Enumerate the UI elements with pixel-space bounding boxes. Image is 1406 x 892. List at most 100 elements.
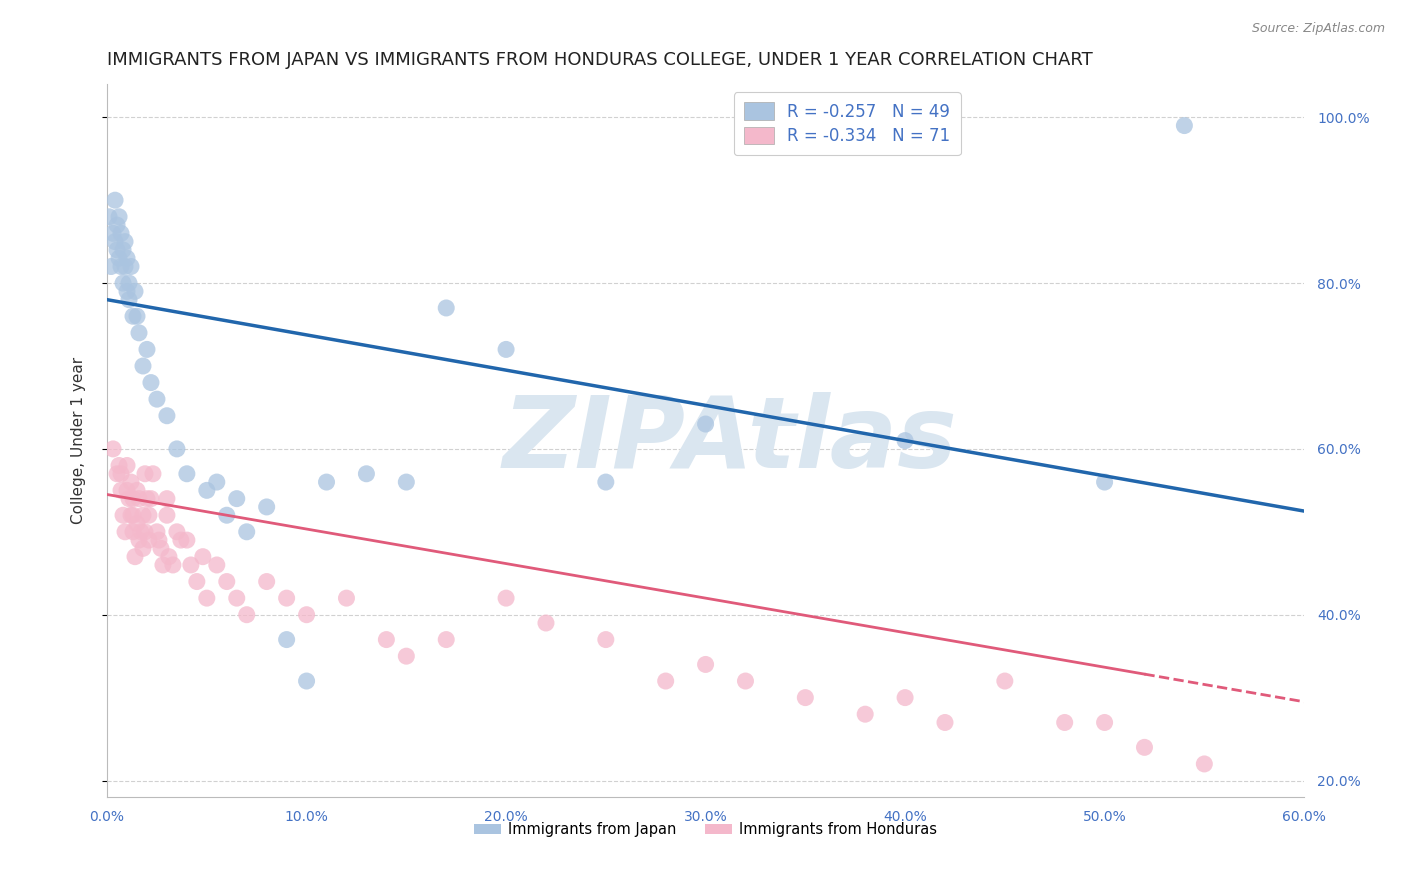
Point [205, 558, 228, 572]
Point [110, 483, 132, 498]
Point [695, 657, 717, 672]
Point [115, 285, 138, 299]
Point [734, 673, 756, 688]
Point [139, 376, 162, 390]
Point [120, 508, 142, 523]
Legend: Immigrants from Japan, Immigrants from Honduras: Immigrants from Japan, Immigrants from H… [468, 816, 943, 843]
Point [122, 524, 145, 539]
Point [434, 632, 457, 647]
Y-axis label: College, Under 1 year: College, Under 1 year [72, 357, 86, 524]
Point [156, 508, 179, 523]
Point [148, 533, 170, 547]
Point [495, 343, 517, 357]
Point [156, 409, 179, 423]
Point [853, 707, 876, 722]
Point [108, 210, 131, 224]
Point [104, 193, 127, 207]
Point [105, 243, 128, 257]
Point [118, 276, 141, 290]
Point [195, 483, 218, 498]
Point [1094, 715, 1116, 730]
Point [180, 558, 202, 572]
Point [125, 310, 148, 324]
Point [134, 524, 156, 539]
Point [595, 475, 617, 489]
Point [186, 574, 208, 589]
Text: Source: ZipAtlas.com: Source: ZipAtlas.com [1251, 22, 1385, 36]
Point [225, 591, 247, 606]
Point [132, 541, 155, 556]
Point [1173, 119, 1195, 133]
Point [149, 541, 172, 556]
Point [205, 475, 228, 489]
Point [176, 467, 198, 481]
Point [122, 508, 145, 523]
Point [110, 227, 132, 241]
Point [170, 533, 193, 547]
Point [115, 251, 138, 265]
Point [356, 467, 378, 481]
Point [128, 326, 150, 340]
Point [98, 210, 121, 224]
Text: ZIPAtlas: ZIPAtlas [502, 392, 957, 489]
Point [176, 533, 198, 547]
Point [146, 392, 169, 406]
Point [112, 243, 135, 257]
Point [120, 475, 142, 489]
Point [138, 508, 160, 523]
Point [934, 715, 956, 730]
Point [1133, 740, 1156, 755]
Point [108, 458, 131, 473]
Point [1194, 756, 1216, 771]
Point [654, 673, 676, 688]
Point [101, 442, 124, 456]
Point [157, 549, 180, 564]
Point [128, 533, 150, 547]
Text: IMMIGRANTS FROM JAPAN VS IMMIGRANTS FROM HONDURAS COLLEGE, UNDER 1 YEAR CORRELAT: IMMIGRANTS FROM JAPAN VS IMMIGRANTS FROM… [107, 51, 1092, 69]
Point [146, 524, 169, 539]
Point [115, 458, 138, 473]
Point [118, 293, 141, 307]
Point [132, 508, 155, 523]
Point [894, 434, 917, 448]
Point [276, 632, 298, 647]
Point [124, 549, 146, 564]
Point [162, 558, 184, 572]
Point [114, 524, 136, 539]
Point [276, 591, 298, 606]
Point [110, 260, 132, 274]
Point [101, 227, 124, 241]
Point [110, 467, 132, 481]
Point [134, 467, 156, 481]
Point [1053, 715, 1076, 730]
Point [794, 690, 817, 705]
Point [112, 508, 135, 523]
Point [125, 516, 148, 531]
Point [129, 524, 152, 539]
Point [142, 467, 165, 481]
Point [132, 359, 155, 373]
Point [105, 218, 128, 232]
Point [105, 467, 128, 481]
Point [138, 533, 160, 547]
Point [375, 632, 398, 647]
Point [136, 343, 159, 357]
Point [295, 607, 318, 622]
Point [495, 591, 517, 606]
Point [215, 508, 238, 523]
Point [128, 491, 150, 506]
Point [125, 483, 148, 498]
Point [104, 235, 127, 249]
Point [434, 301, 457, 315]
Point [256, 574, 278, 589]
Point [994, 673, 1017, 688]
Point [139, 491, 162, 506]
Point [156, 491, 179, 506]
Point [120, 260, 142, 274]
Point [894, 690, 917, 705]
Point [215, 574, 238, 589]
Point [395, 475, 418, 489]
Point [114, 235, 136, 249]
Point [108, 251, 131, 265]
Point [122, 310, 145, 324]
